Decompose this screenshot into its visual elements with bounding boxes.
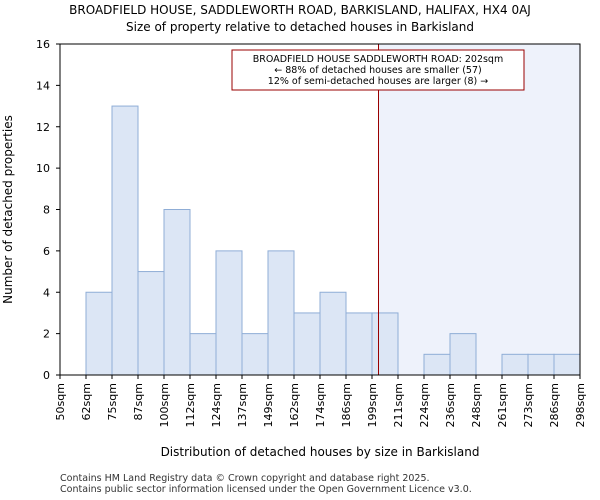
- y-tick-label: 4: [43, 286, 50, 299]
- bar-75sqm: [111, 105, 139, 376]
- x-tick-label: 162sqm: [288, 383, 301, 427]
- x-tick-label: 149sqm: [262, 383, 275, 427]
- x-tick-label: 87sqm: [132, 383, 145, 420]
- bar-100sqm: [163, 209, 191, 376]
- x-tick-label: 174sqm: [314, 383, 327, 427]
- bar-273sqm: [527, 353, 555, 376]
- bar-286sqm: [553, 353, 581, 376]
- annotation-line: BROADFIELD HOUSE SADDLEWORTH ROAD: 202sq…: [253, 54, 503, 65]
- annotation-line: 12% of semi-detached houses are larger (…: [268, 76, 488, 87]
- bar-199sqm: [371, 312, 399, 376]
- x-tick-label: 75sqm: [106, 383, 119, 420]
- footer-licence: Contains public sector information licen…: [60, 484, 472, 495]
- x-tick-label: 286sqm: [548, 383, 561, 427]
- x-tick-label: 62sqm: [80, 383, 93, 420]
- y-tick-label: 0: [43, 369, 50, 382]
- x-tick-label: 248sqm: [470, 383, 483, 427]
- y-tick-label: 6: [43, 245, 50, 258]
- bar-224sqm: [423, 353, 451, 376]
- y-tick-label: 12: [36, 121, 50, 134]
- x-tick-label: 186sqm: [340, 383, 353, 427]
- annotation-box: [231, 49, 525, 91]
- chart-title: BROADFIELD HOUSE, SADDLEWORTH ROAD, BARK…: [69, 3, 531, 17]
- bar-137sqm: [241, 333, 269, 376]
- x-axis-label: Distribution of detached houses by size …: [161, 445, 480, 459]
- x-tick-label: 124sqm: [210, 383, 223, 427]
- bar-62sqm: [85, 291, 113, 376]
- y-tick-label: 14: [36, 79, 50, 92]
- x-tick-label: 112sqm: [184, 383, 197, 427]
- chart-subtitle: Size of property relative to detached ho…: [126, 20, 474, 34]
- y-tick-label: 10: [36, 162, 50, 175]
- footer-copyright: Contains HM Land Registry data © Crown c…: [60, 473, 430, 484]
- x-tick-label: 100sqm: [158, 383, 171, 427]
- bar-112sqm: [189, 333, 217, 376]
- bar-236sqm: [449, 333, 477, 376]
- x-tick-label: 273sqm: [522, 383, 535, 427]
- y-axis-label: Number of detached properties: [1, 115, 15, 304]
- bar-261sqm: [501, 353, 529, 376]
- x-tick-label: 224sqm: [418, 383, 431, 427]
- x-tick-label: 50sqm: [54, 383, 67, 420]
- bar-149sqm: [267, 250, 295, 376]
- x-tick-label: 236sqm: [444, 383, 457, 427]
- highlight-region: [378, 44, 580, 375]
- bar-124sqm: [215, 250, 243, 376]
- annotation-line: ← 88% of detached houses are smaller (57…: [274, 65, 481, 76]
- y-tick-label: 8: [43, 204, 50, 217]
- bar-186sqm: [345, 312, 373, 376]
- x-tick-label: 261sqm: [496, 383, 509, 427]
- x-tick-label: 199sqm: [366, 383, 379, 427]
- y-tick-label: 16: [36, 38, 50, 51]
- x-tick-label: 211sqm: [392, 383, 405, 427]
- y-tick-label: 2: [43, 328, 50, 341]
- bar-174sqm: [319, 291, 347, 376]
- x-tick-label: 298sqm: [574, 383, 587, 427]
- bar-162sqm: [293, 312, 321, 376]
- x-tick-label: 137sqm: [236, 383, 249, 427]
- bar-87sqm: [137, 271, 165, 376]
